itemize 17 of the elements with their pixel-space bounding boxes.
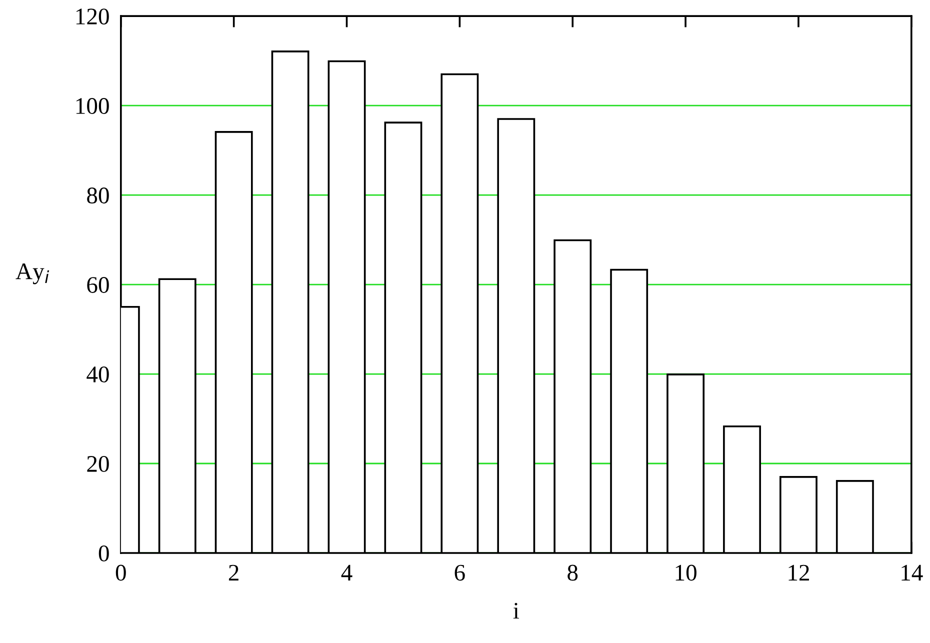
x-tick-label: 14 xyxy=(902,564,923,580)
x-tick-label: 4 xyxy=(341,564,352,580)
y-axis-title: Ay$_{i}$ xyxy=(16,264,50,284)
x-axis-title: i xyxy=(513,602,519,619)
y-tick-label: 120 xyxy=(76,8,109,24)
x-tick-label: 0 xyxy=(116,564,126,581)
x-tick-label: 6 xyxy=(454,564,465,581)
x-tick-label: 8 xyxy=(568,564,578,581)
y-tick-label: 60 xyxy=(87,277,109,293)
x-tick-label: 12 xyxy=(788,564,809,580)
y-tick-label: 0 xyxy=(98,545,109,562)
y-tick-label: 20 xyxy=(87,456,109,472)
y-tick-label: 80 xyxy=(87,188,109,204)
x-tick-label: 10 xyxy=(676,564,696,581)
y-tick-label: 100 xyxy=(76,98,109,114)
x-tick-label: 2 xyxy=(228,564,238,580)
y-tick-label: 40 xyxy=(86,366,109,382)
